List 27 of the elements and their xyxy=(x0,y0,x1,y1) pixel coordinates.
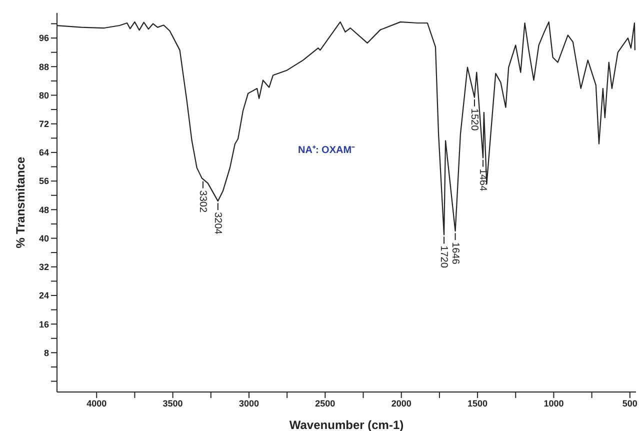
annotation: 3204 xyxy=(212,212,223,235)
y-tick-label: 40 xyxy=(38,233,49,244)
y-tick-label: 88 xyxy=(38,62,49,72)
annotation: NA⁺: OXAM⁻ xyxy=(298,144,355,156)
y-tick-label: 8 xyxy=(44,348,49,358)
y-tick-label: 32 xyxy=(38,262,49,272)
y-tick-label: 16 xyxy=(38,319,49,330)
x-tick-label: 3500 xyxy=(162,398,183,408)
x-tick-label: 2500 xyxy=(315,398,336,408)
y-tick-label: 64 xyxy=(38,148,49,158)
annotation: 3302 xyxy=(196,190,208,213)
x-tick-label: 4000 xyxy=(86,398,107,408)
x-tick-label: 1000 xyxy=(544,398,564,408)
x-tick-label: 2000 xyxy=(391,398,412,408)
y-tick-label: 24 xyxy=(38,290,49,301)
x-tick-label: 1500 xyxy=(468,398,488,408)
x-tick-label: 3000 xyxy=(238,398,259,408)
y-axis-title: % Transmitance xyxy=(13,156,28,248)
x-tick-label: 500 xyxy=(622,398,638,408)
y-tick-label: 72 xyxy=(38,119,49,130)
y-tick-label: 48 xyxy=(38,204,49,215)
y-tick-label: 96 xyxy=(38,33,49,44)
y-tick-label: 56 xyxy=(38,176,49,186)
annotation: 1646 xyxy=(449,242,460,265)
annotation: 1720 xyxy=(438,246,450,268)
y-tick-label: 80 xyxy=(38,90,49,100)
annotation: 1520 xyxy=(468,108,480,132)
